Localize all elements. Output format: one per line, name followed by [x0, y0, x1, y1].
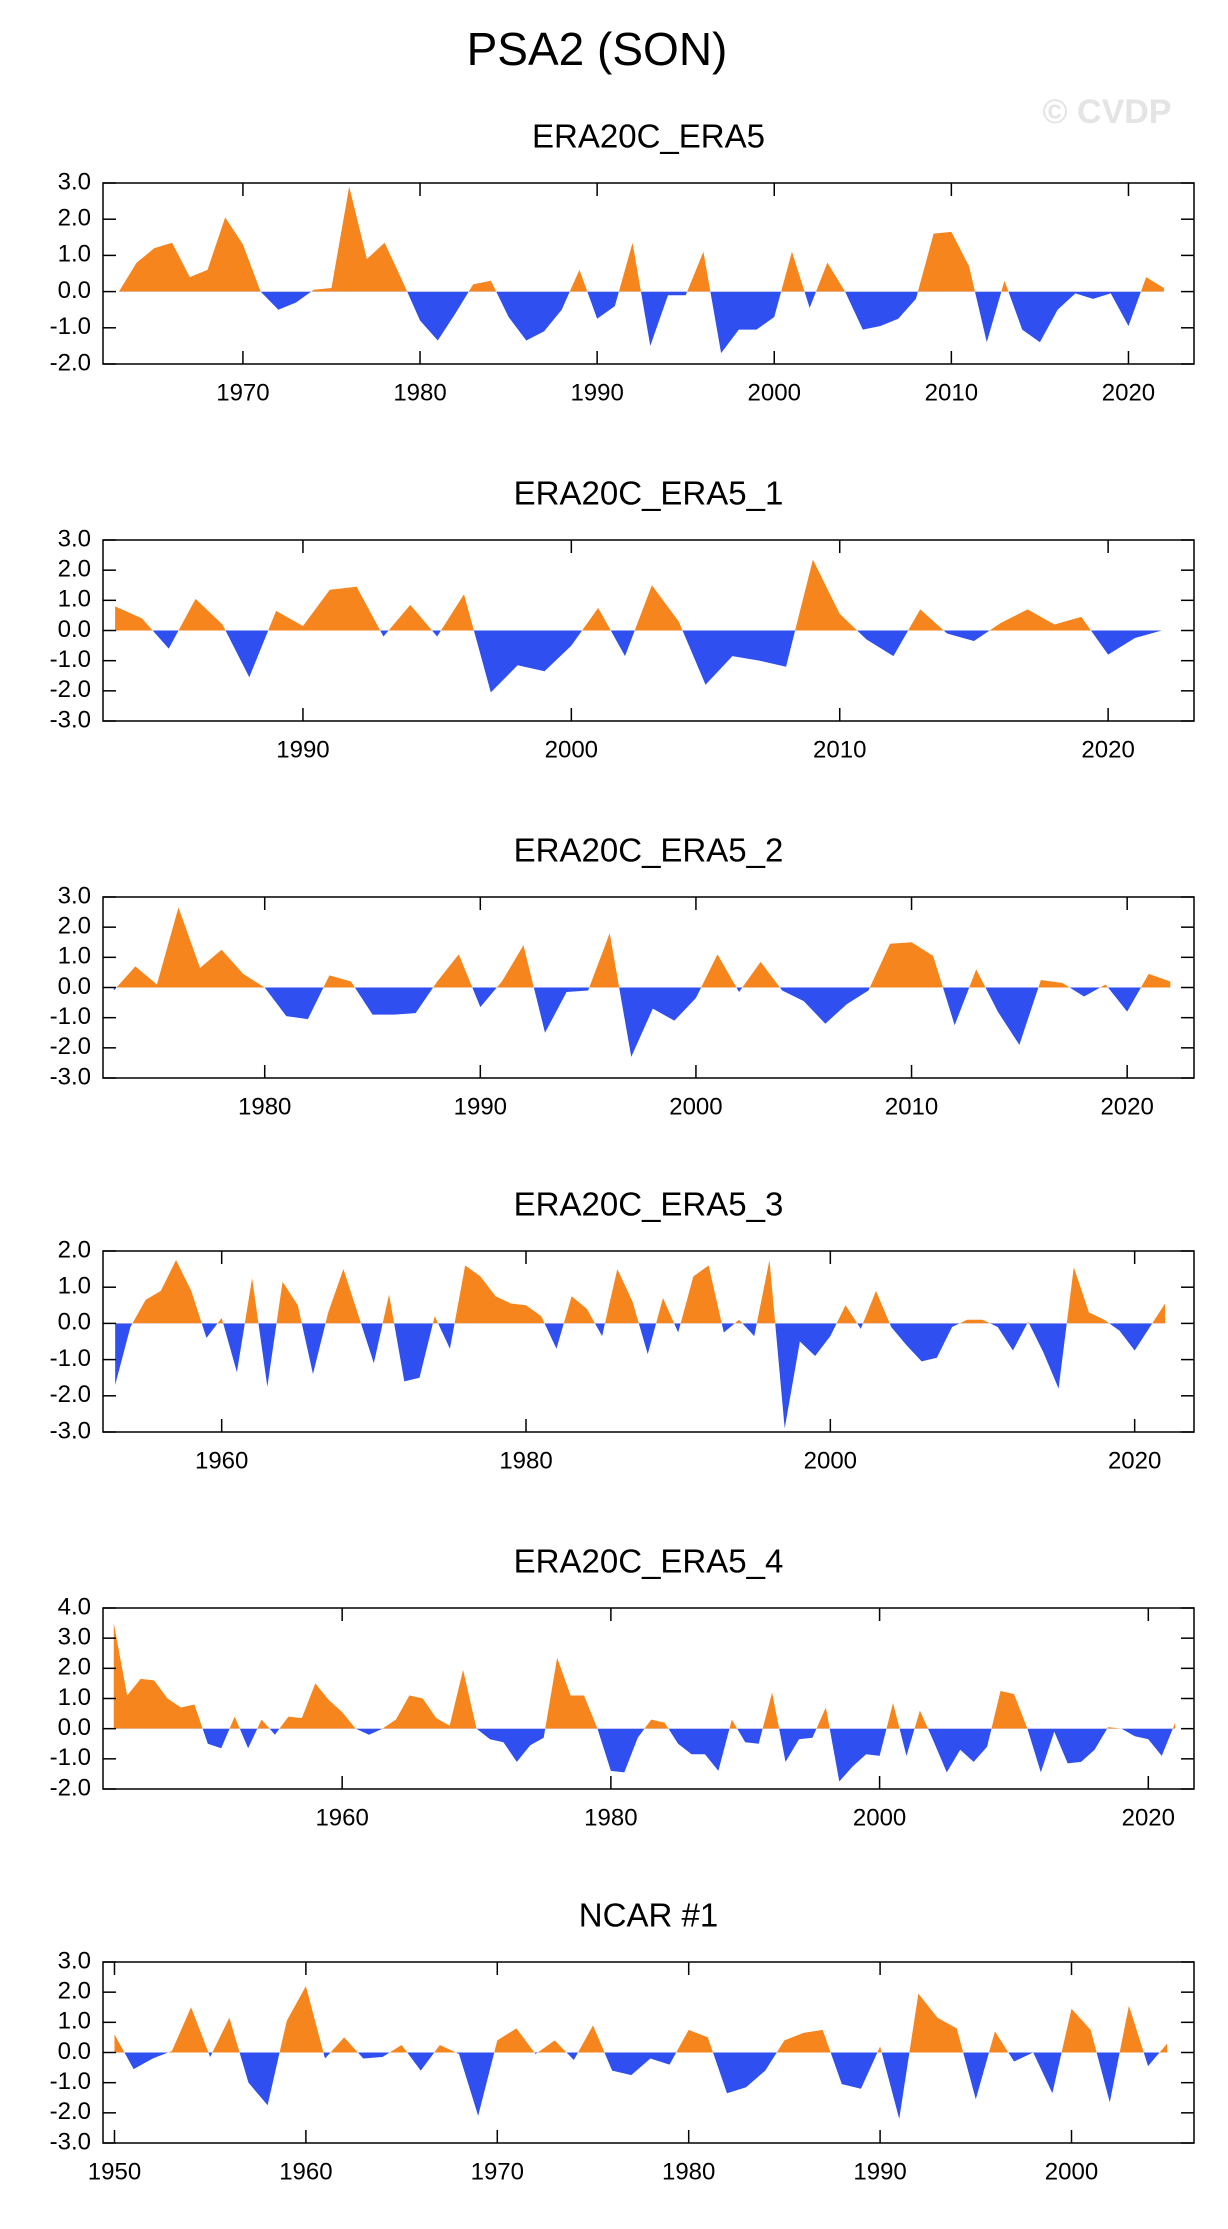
- negative-area: [260, 291, 1141, 354]
- y-tick-label: -3.0: [50, 706, 91, 733]
- x-tick-label: 2000: [853, 1804, 906, 1831]
- x-tick-label: 1970: [471, 2158, 524, 2185]
- x-tick-label: 1980: [584, 1804, 637, 1831]
- y-tick-label: -2.0: [50, 1381, 91, 1408]
- y-tick-label: 3.0: [58, 882, 91, 909]
- plot-frame: [102, 1961, 1195, 2144]
- x-tick-label: 2000: [748, 379, 801, 406]
- plot-frame: [102, 539, 1195, 722]
- y-tick-label: 0.0: [58, 1309, 91, 1336]
- y-tick-label: -1.0: [50, 646, 91, 673]
- x-tick-label: 1980: [662, 2158, 715, 2185]
- y-tick-label: -2.0: [50, 1774, 91, 1801]
- y-tick-label: 3.0: [58, 168, 91, 195]
- x-tick-label: 2000: [669, 1093, 722, 1120]
- panel-title: ERA20C_ERA5: [532, 118, 765, 155]
- y-tick-label: -3.0: [50, 1063, 91, 1090]
- x-tick-label: 1960: [195, 1447, 248, 1474]
- x-tick-label: 1990: [276, 736, 329, 763]
- y-tick-label: 2.0: [58, 205, 91, 232]
- y-tick-label: 0.0: [58, 277, 91, 304]
- y-tick-label: -1.0: [50, 1003, 91, 1030]
- x-tick-label: 1980: [238, 1093, 291, 1120]
- y-tick-label: 2.0: [58, 913, 91, 940]
- x-tick-label: 2020: [1100, 1093, 1153, 1120]
- panel-title: NCAR #1: [579, 1897, 718, 1934]
- y-tick-label: -1.0: [50, 313, 91, 340]
- x-tick-label: 2010: [885, 1093, 938, 1120]
- positive-area: [114, 1986, 1168, 2053]
- y-tick-label: 0.0: [58, 973, 91, 1000]
- x-tick-label: 2010: [813, 736, 866, 763]
- panel-title: ERA20C_ERA5_4: [514, 1543, 784, 1580]
- x-tick-label: 2020: [1102, 379, 1155, 406]
- y-tick-label: -3.0: [50, 1417, 91, 1444]
- negative-area: [113, 1728, 1176, 1782]
- x-tick-label: 1950: [88, 2158, 141, 2185]
- y-tick-label: 1.0: [58, 1684, 91, 1711]
- x-tick-label: 2020: [1108, 1447, 1161, 1474]
- x-tick-label: 1960: [315, 1804, 368, 1831]
- x-tick-label: 1960: [279, 2158, 332, 2185]
- y-tick-label: -2.0: [50, 349, 91, 376]
- x-tick-label: 2010: [925, 379, 978, 406]
- x-tick-label: 1980: [499, 1447, 552, 1474]
- y-tick-label: 2.0: [58, 1236, 91, 1263]
- y-tick-label: -1.0: [50, 1345, 91, 1372]
- figure-title: PSA2 (SON): [467, 23, 728, 75]
- y-tick-label: 3.0: [58, 1947, 91, 1974]
- positive-area: [118, 186, 1164, 292]
- y-tick-label: 2.0: [58, 556, 91, 583]
- y-tick-label: 1.0: [58, 1273, 91, 1300]
- y-tick-label: 1.0: [58, 2008, 91, 2035]
- y-tick-label: 0.0: [58, 616, 91, 643]
- panel-title: ERA20C_ERA5_1: [514, 475, 784, 512]
- y-tick-label: 0.0: [58, 2038, 91, 2065]
- x-tick-label: 1990: [454, 1093, 507, 1120]
- x-tick-label: 1980: [393, 379, 446, 406]
- x-tick-label: 1970: [216, 379, 269, 406]
- plot-frame: [102, 1607, 1195, 1790]
- positive-area: [113, 1623, 1176, 1729]
- y-tick-label: 2.0: [58, 1978, 91, 2005]
- positive-area: [115, 559, 1162, 631]
- x-tick-label: 2000: [804, 1447, 857, 1474]
- watermark: © CVDP: [1043, 93, 1172, 131]
- y-tick-label: -3.0: [50, 2128, 91, 2155]
- y-tick-label: 0.0: [58, 1714, 91, 1741]
- y-tick-label: 3.0: [58, 1624, 91, 1651]
- negative-area: [113, 987, 1171, 1057]
- x-tick-label: 2020: [1081, 736, 1134, 763]
- y-tick-label: -2.0: [50, 2098, 91, 2125]
- y-tick-label: 3.0: [58, 525, 91, 552]
- panel-title: ERA20C_ERA5_3: [514, 1186, 784, 1223]
- y-tick-label: 1.0: [58, 586, 91, 613]
- x-tick-label: 2020: [1122, 1804, 1175, 1831]
- panel-title: ERA20C_ERA5_2: [514, 832, 784, 869]
- y-tick-label: 4.0: [58, 1593, 91, 1620]
- y-tick-label: 2.0: [58, 1654, 91, 1681]
- positive-area: [113, 907, 1171, 988]
- plot-frame: [102, 1250, 1195, 1433]
- y-tick-label: -1.0: [50, 1744, 91, 1771]
- negative-area: [115, 1323, 1153, 1429]
- x-tick-label: 1990: [570, 379, 623, 406]
- plot-frame: [102, 182, 1195, 365]
- plot-frame: [102, 896, 1195, 1079]
- y-tick-label: -2.0: [50, 676, 91, 703]
- x-tick-label: 2000: [1045, 2158, 1098, 2185]
- y-tick-label: -1.0: [50, 2068, 91, 2095]
- y-tick-label: 1.0: [58, 943, 91, 970]
- y-tick-label: -2.0: [50, 1033, 91, 1060]
- x-tick-label: 1990: [853, 2158, 906, 2185]
- y-tick-label: 1.0: [58, 241, 91, 268]
- negative-area: [114, 2052, 1168, 2119]
- x-tick-label: 2000: [545, 736, 598, 763]
